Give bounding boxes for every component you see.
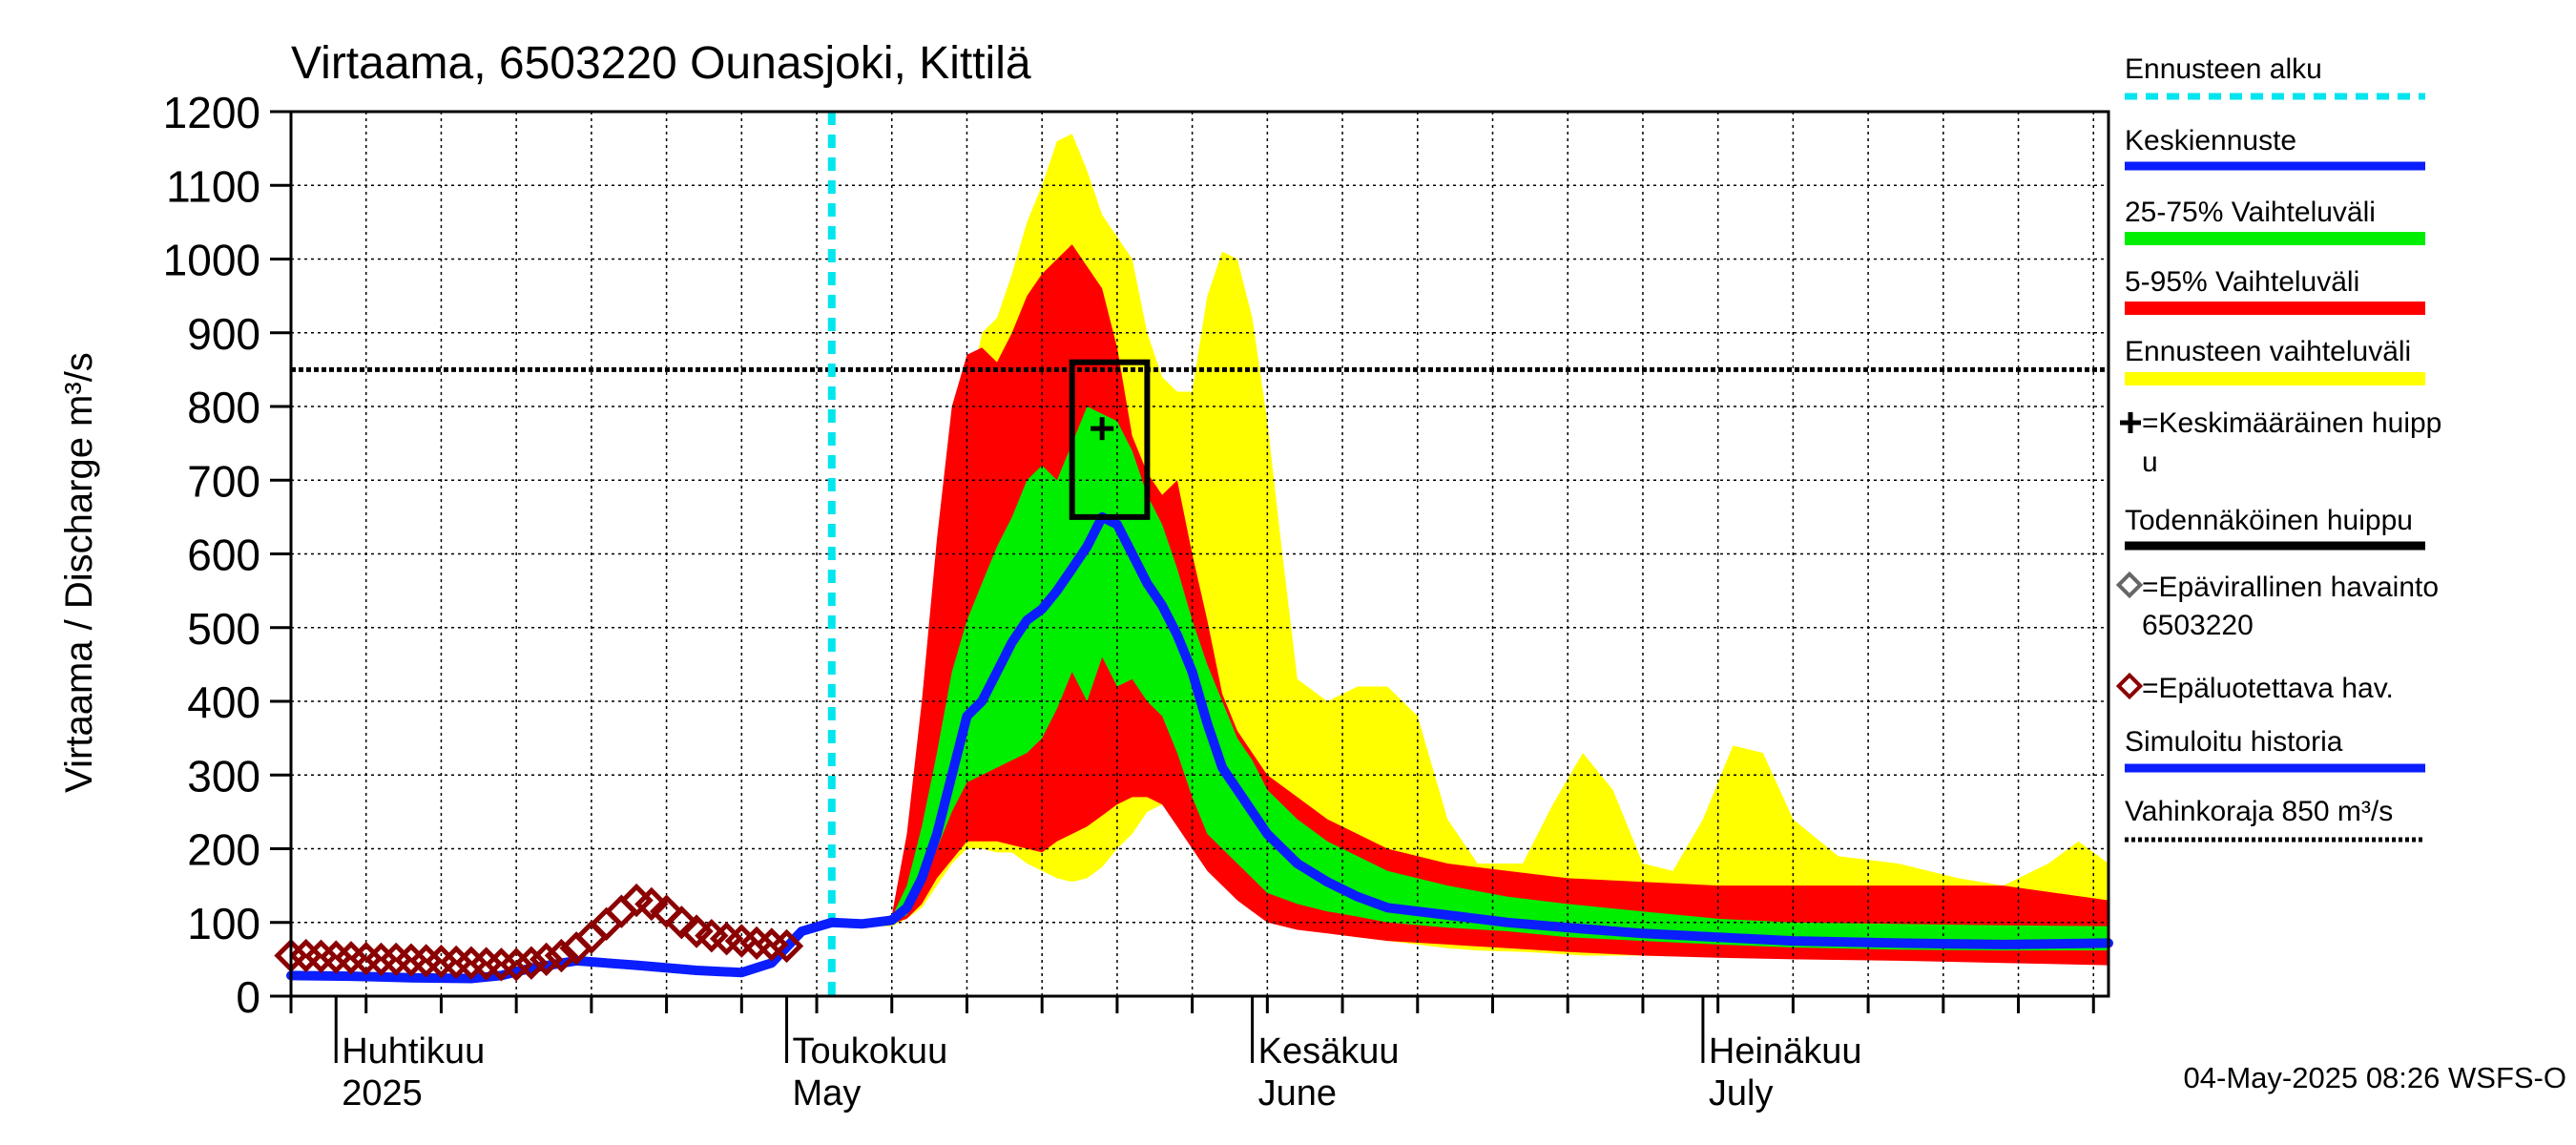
observation-point <box>769 928 804 964</box>
legend-forecast-start-label: Ennusteen alku <box>2125 53 2322 85</box>
timestamp: 04-May-2025 08:26 WSFS-O <box>2184 1061 2566 1094</box>
y-tick-label: 500 <box>187 604 260 654</box>
legend-unreliable-obs-icon <box>2115 672 2144 700</box>
probable-peak-box <box>1069 359 1151 520</box>
x-month-sublabel: June <box>1258 1073 1337 1114</box>
band-5-95-percent <box>831 244 2109 966</box>
x-month-sublabel: May <box>793 1073 862 1114</box>
y-tick-label: 1200 <box>163 88 260 137</box>
x-month-label: Huhtikuu <box>342 1031 485 1072</box>
legend-unreliable-obs-label: =Epäluotettava hav. <box>2142 673 2394 704</box>
x-month-sublabel: July <box>1709 1073 1774 1114</box>
y-tick-label: 100 <box>187 899 260 948</box>
legend-unofficial-obs-station: 6503220 <box>2142 610 2254 641</box>
legend: Ennusteen alku Keskiennuste 25-75% Vaiht… <box>2115 53 2441 843</box>
chart-title: Virtaama, 6503220 Ounasjoki, Kittilä <box>291 38 1031 89</box>
legend-mean-forecast-label: Keskiennuste <box>2125 125 2296 156</box>
band-25-75-percent <box>831 406 2109 951</box>
y-tick-label: 600 <box>187 531 260 580</box>
y-tick-label: 200 <box>187 825 260 875</box>
legend-5-95-label: 5-95% Vaihteluväli <box>2125 266 2359 298</box>
y-tick-label: 1000 <box>163 236 260 285</box>
y-tick-label: 400 <box>187 677 260 727</box>
unreliable-observations <box>274 883 804 982</box>
x-month-label: Heinäkuu <box>1709 1031 1862 1072</box>
y-tick-label: 300 <box>187 751 260 801</box>
legend-full-range-label: Ennusteen vaihteluväli <box>2125 336 2411 367</box>
observation-point <box>634 886 669 922</box>
axes: 0 100 200 300 400 500 600 700 800 900 1000 1100 1200… <box>163 88 2110 1114</box>
y-tick-label: 0 <box>236 972 260 1022</box>
x-month-label: Kesäkuu <box>1258 1031 1400 1072</box>
observation-point <box>544 938 579 973</box>
legend-mean-peak-label-cont: u <box>2142 447 2158 478</box>
x-month-sublabel: 2025 <box>342 1073 423 1114</box>
legend-mean-peak-label: =Keskimääräinen huipp <box>2142 407 2441 439</box>
x-month-label: Toukokuu <box>793 1031 948 1072</box>
y-tick-label: 1100 <box>166 161 260 211</box>
mean-peak-marker <box>1091 417 1114 441</box>
y-tick-label: 900 <box>187 309 260 359</box>
legend-unofficial-obs-label: =Epävirallinen havainto <box>2142 572 2439 603</box>
legend-probable-peak-label: Todennäköinen huippu <box>2125 505 2413 536</box>
mean-forecast-line <box>826 511 2113 949</box>
legend-unofficial-obs-icon <box>2115 571 2144 599</box>
bands-layer <box>831 134 2109 966</box>
y-tick-label: 700 <box>187 456 260 506</box>
legend-simulated-label: Simuloitu historia <box>2125 726 2343 758</box>
grid <box>291 112 2109 996</box>
legend-mean-peak-icon <box>2120 412 2141 433</box>
y-tick-label: 800 <box>187 383 260 432</box>
observation-point <box>589 906 624 941</box>
legend-25-75-label: 25-75% Vaihteluväli <box>2125 197 2376 228</box>
y-axis-label: Virtaama / Discharge m³/s <box>58 352 100 793</box>
legend-damage-limit-label: Vahinkoraja 850 m³/s <box>2125 796 2393 827</box>
